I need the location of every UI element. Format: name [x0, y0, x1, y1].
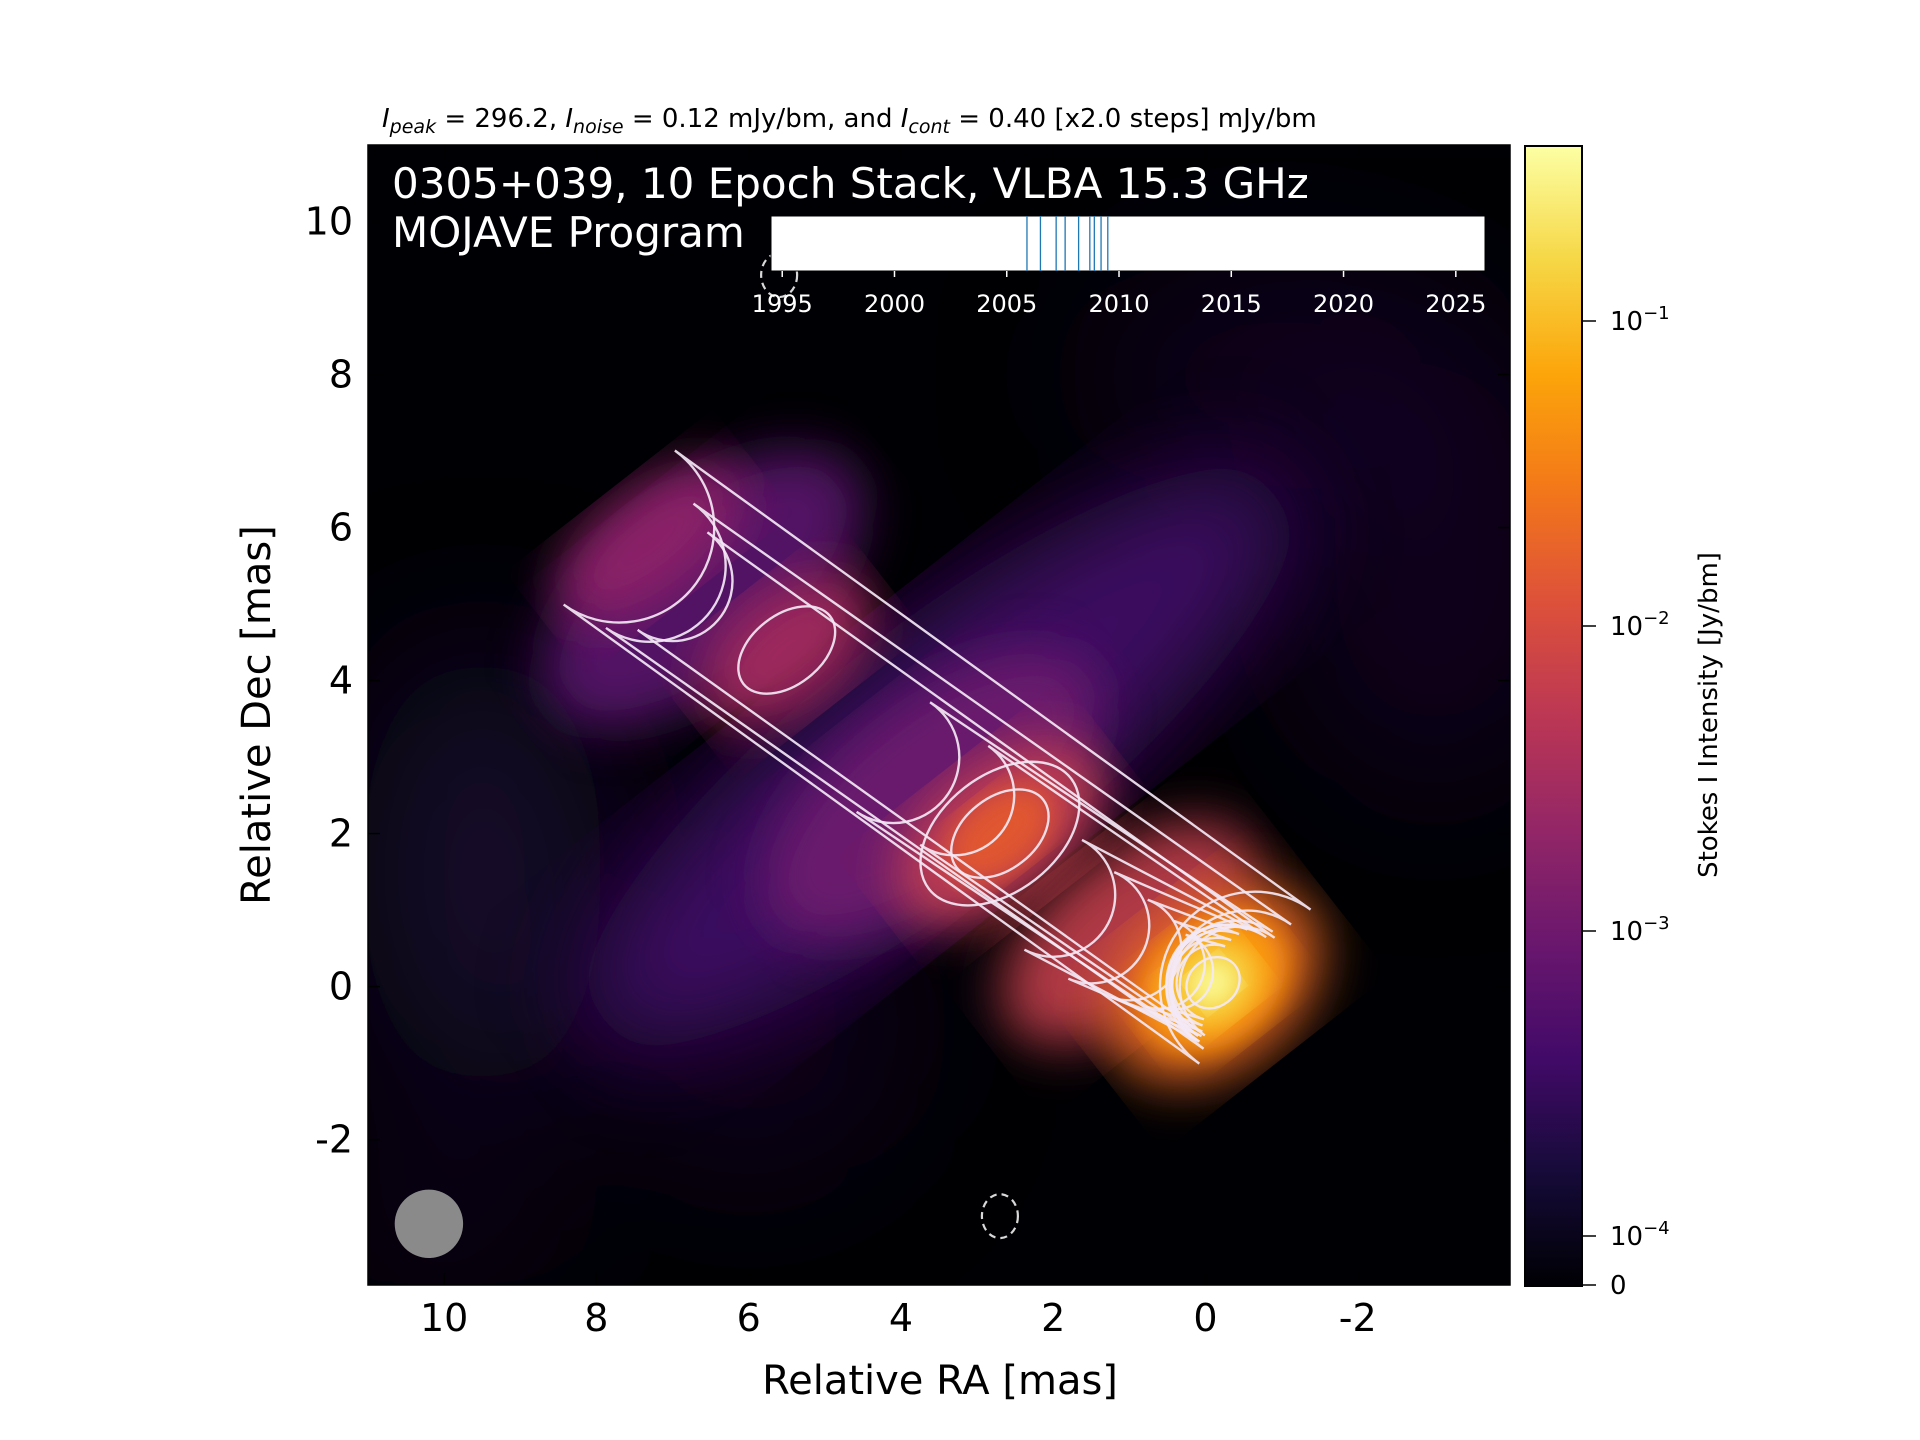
plot-header: Ipeak = 296.2, Inoise = 0.12 mJy/bm, and…	[382, 104, 1317, 138]
colorbar: 10−1 10−2 10−3 10−4 0 Stokes I Intensity [Jy…	[1524, 145, 1724, 1301]
x-tick-label: 8	[584, 1296, 608, 1340]
x-axis-label: Relative RA [mas]	[762, 1358, 1118, 1404]
x-axis: 10 8 6 4 2 0 -2	[420, 145, 1377, 1340]
y-tick-label: -2	[315, 1118, 353, 1162]
x-tick-label: 0	[1193, 1296, 1217, 1340]
negative-contour	[760, 251, 799, 299]
core-extension-glow	[1001, 821, 1258, 1045]
negative-contour	[980, 1193, 1020, 1240]
jet-outer-knot-glow	[542, 449, 864, 728]
epoch-timeline: 1995 2000 2005 2010 2015 2020 2025	[752, 215, 1486, 318]
colorbar-label: Stokes I Intensity [Jy/bm]	[1694, 552, 1724, 878]
timeline-tick-label: 2025	[1425, 290, 1486, 318]
y-axis: 10 8 6 4 2 0 -2	[305, 200, 1510, 1162]
intensity-map	[368, 145, 1510, 1285]
core-glow	[1191, 962, 1235, 1004]
plot-frame	[367, 144, 1511, 1286]
y-tick-label: 2	[329, 812, 353, 856]
y-tick-label: 6	[329, 506, 353, 550]
jet-emission	[542, 449, 1322, 1083]
timeline-tick-label: 2015	[1201, 290, 1262, 318]
contour-line	[950, 788, 1050, 879]
knot-glow	[556, 462, 743, 624]
colorbar-tick-label: 0	[1610, 1271, 1627, 1301]
colorbar-tick-label: 10−4	[1610, 1218, 1670, 1252]
colorbar-gradient	[1524, 145, 1583, 1287]
beam-ellipse	[394, 1189, 464, 1258]
contour-line	[1164, 933, 1226, 1021]
haze-blob	[368, 643, 604, 1100]
timeline-tick-label: 2020	[1313, 290, 1374, 318]
contour-line	[1185, 955, 1241, 1010]
x-tick-label: 4	[889, 1296, 913, 1340]
y-tick-label: 0	[329, 965, 353, 1009]
plot-subtitle: MOJAVE Program	[392, 208, 745, 257]
colorbar-tick-label: 10−1	[1610, 303, 1670, 337]
haze-blob	[1091, 260, 1472, 489]
knot-glow	[699, 572, 874, 728]
contour-line	[919, 760, 1081, 907]
y-tick-label: 10	[305, 200, 353, 244]
epoch-timeline-box	[770, 215, 1486, 272]
y-tick-label: 8	[329, 353, 353, 397]
x-tick-label: 10	[420, 1296, 468, 1340]
y-tick-label: 4	[329, 659, 353, 703]
y-axis-label: Relative Dec [mas]	[234, 525, 280, 905]
plot-title: 0305+039, 10 Epoch Stack, VLBA 15.3 GHz	[392, 159, 1309, 208]
x-tick-label: 6	[737, 1296, 761, 1340]
contour-line	[1110, 898, 1240, 1033]
timeline-tick-label: 2005	[976, 290, 1037, 318]
contour-line	[737, 605, 837, 695]
contour-line	[636, 531, 1276, 1037]
x-tick-label: -2	[1339, 1296, 1377, 1340]
jet-middle-glow	[763, 651, 1100, 940]
contour-line	[1067, 871, 1248, 1038]
x-tick-label: 2	[1041, 1296, 1065, 1340]
contour-lines	[562, 449, 1312, 1065]
colorbar-tick-label: 10−2	[1610, 608, 1670, 642]
colorbar-tick-label: 10−3	[1610, 913, 1670, 947]
timeline-tick-label: 2000	[864, 290, 925, 318]
timeline-tick-label: 1995	[752, 290, 813, 318]
contour-line	[562, 449, 1312, 1065]
timeline-tick-label: 2010	[1088, 290, 1149, 318]
negative-contours	[760, 251, 1020, 1240]
